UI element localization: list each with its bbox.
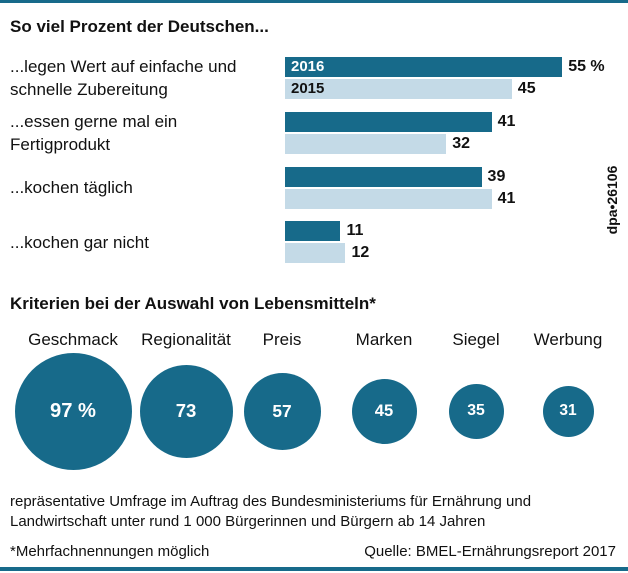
credit: dpa•26106 [604,165,620,235]
source: Quelle: BMEL-Ernährungsreport 2017 [364,543,616,560]
value-label: 41 [497,112,516,130]
bar [285,188,492,209]
bubble: 73 [139,364,233,458]
category-label: ...kochen gar nicht [10,232,149,252]
bar: 2016 [285,57,563,77]
category-label: ...legen Wert auf einfache und schnelle … [10,57,237,99]
bar [285,133,447,154]
bubble-chart-title: Kriterien bei der Auswahl von Lebensmitt… [10,294,376,313]
category-label: Werbung [533,330,603,349]
bar [285,243,346,264]
category-label: Marken [355,330,413,349]
bar [285,221,341,242]
legend-entry: 2016 [291,58,325,75]
bar: 2015 [285,79,512,99]
footnote: *Mehrfachnennungen möglich [10,543,210,560]
value-label: 55 % [568,58,605,75]
value-label: 12 [351,244,370,262]
category-label: Preis [262,330,302,349]
bubble: 31 [542,385,594,437]
value-label: 45 [517,80,536,97]
bubble: 57 [243,372,321,450]
legend-entry: 2015 [291,80,325,97]
category-label: ...essen gerne mal ein Fertigprodukt [10,111,178,154]
bubble: 97 % [14,352,132,470]
bubble: 45 [351,378,417,444]
value-label: 39 [487,167,506,185]
top-rule [0,0,628,3]
value-label: 32 [452,134,471,152]
category-label: Geschmack [28,330,118,349]
bar [285,111,492,132]
bottom-rule [0,567,628,571]
bubble: 35 [448,383,504,439]
bar-chart-title: So viel Prozent der Deutschen... [10,17,269,36]
description: repräsentative Umfrage im Auftrag des Bu… [10,493,532,530]
category-label: ...kochen täglich [10,178,133,198]
value-label: 11 [346,222,364,240]
value-label: 41 [497,189,516,207]
category-label: Regionalität [141,330,231,349]
category-label: Siegel [452,330,500,349]
bar [285,166,482,187]
